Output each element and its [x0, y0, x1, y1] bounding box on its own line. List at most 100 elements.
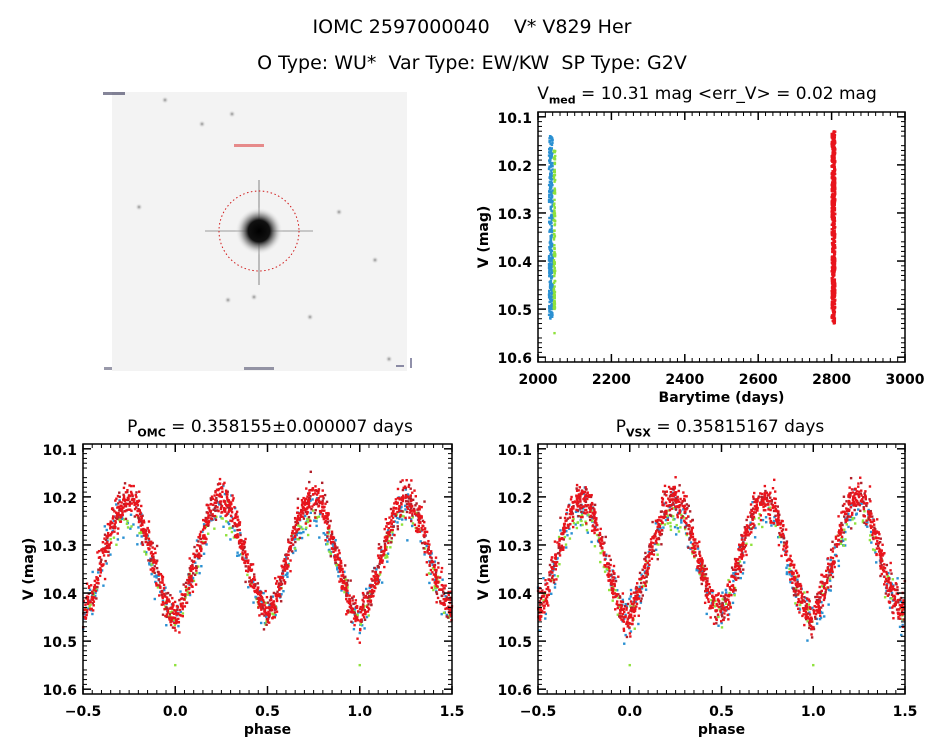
point-red	[307, 501, 311, 505]
point-red	[210, 495, 214, 498]
point-blue	[300, 536, 304, 540]
point-blue	[551, 174, 554, 178]
point-darkred	[193, 545, 196, 549]
point-darkred	[345, 592, 348, 595]
point-blue	[701, 569, 704, 573]
point-red	[83, 608, 86, 612]
point-red	[832, 221, 836, 224]
point-blue	[549, 572, 553, 575]
point-red	[330, 530, 334, 533]
point-red	[899, 607, 902, 610]
point-blue	[286, 575, 289, 579]
point-red	[191, 565, 194, 568]
point-blue	[548, 296, 551, 299]
point-red	[880, 549, 884, 552]
point-red	[380, 555, 383, 559]
point-blue	[548, 155, 552, 159]
point-blue	[83, 617, 86, 621]
point-blue	[794, 595, 798, 598]
point-blue	[110, 526, 114, 529]
point-red	[356, 610, 360, 613]
point-green	[384, 553, 387, 557]
sky-image	[103, 92, 412, 371]
field-star	[135, 203, 143, 211]
point-red	[227, 500, 231, 503]
point-red	[831, 153, 834, 157]
point-blue	[743, 561, 746, 564]
point-red	[435, 601, 438, 604]
point-darkred	[567, 504, 571, 507]
point-red	[282, 559, 285, 563]
point-red	[308, 524, 312, 527]
point-darkred	[326, 535, 329, 538]
point-darkred	[640, 597, 643, 600]
point-red	[212, 503, 215, 507]
point-red	[359, 620, 362, 623]
point-blue	[548, 297, 552, 301]
point-green	[727, 578, 730, 582]
point-darkred	[739, 564, 743, 568]
point-blue	[326, 540, 329, 543]
point-red	[616, 600, 619, 603]
point-red	[337, 563, 340, 567]
point-blue	[337, 570, 340, 574]
point-green	[552, 218, 556, 222]
point-darkred	[862, 506, 865, 509]
point-red	[132, 484, 135, 488]
point-red	[608, 569, 611, 573]
point-blue	[188, 593, 192, 597]
point-darkred	[551, 560, 554, 563]
point-red	[683, 494, 686, 498]
point-green	[115, 543, 118, 546]
point-darkred	[792, 594, 796, 597]
point-red	[432, 573, 436, 576]
point-red	[86, 602, 90, 605]
point-red	[830, 261, 834, 265]
point-red	[99, 571, 103, 574]
point-blue	[353, 608, 356, 611]
point-red	[180, 605, 183, 608]
point-red	[386, 538, 389, 541]
point-darkred	[279, 595, 282, 598]
point-green	[553, 214, 557, 218]
point-darkred	[437, 561, 440, 565]
point-red	[424, 534, 427, 537]
point-red	[373, 578, 376, 581]
point-red	[350, 607, 353, 610]
point-darkred	[559, 516, 562, 519]
point-red	[300, 503, 304, 507]
point-red	[364, 612, 367, 616]
point-blue	[346, 592, 350, 595]
title-rest: = 0.358155±0.000007 days	[165, 417, 413, 437]
point-red	[133, 498, 136, 501]
point-darkred	[253, 584, 257, 588]
point-red	[364, 610, 367, 614]
point-blue	[325, 543, 328, 546]
point-darkred	[294, 520, 297, 524]
point-red	[195, 549, 198, 552]
point-darkred	[435, 591, 438, 594]
point-red	[425, 530, 429, 534]
point-green	[868, 538, 872, 542]
point-red	[832, 135, 835, 138]
point-blue	[869, 530, 873, 534]
point-green	[553, 198, 556, 202]
point-green	[718, 608, 721, 611]
point-red	[161, 581, 164, 584]
point-blue	[544, 612, 548, 616]
x-tick-label: 0.0	[163, 704, 188, 720]
point-red	[90, 607, 93, 611]
point-green	[669, 521, 672, 525]
point-green	[842, 544, 845, 547]
point-red	[198, 533, 202, 536]
point-blue	[621, 598, 625, 602]
point-red	[831, 150, 835, 153]
point-red	[144, 540, 148, 544]
point-darkred	[329, 555, 333, 558]
point-red	[831, 306, 835, 309]
point-red	[346, 611, 350, 614]
point-blue	[900, 633, 903, 637]
image-corner-label-bl	[104, 367, 112, 370]
point-darkred	[314, 508, 317, 512]
point-red	[833, 188, 836, 192]
